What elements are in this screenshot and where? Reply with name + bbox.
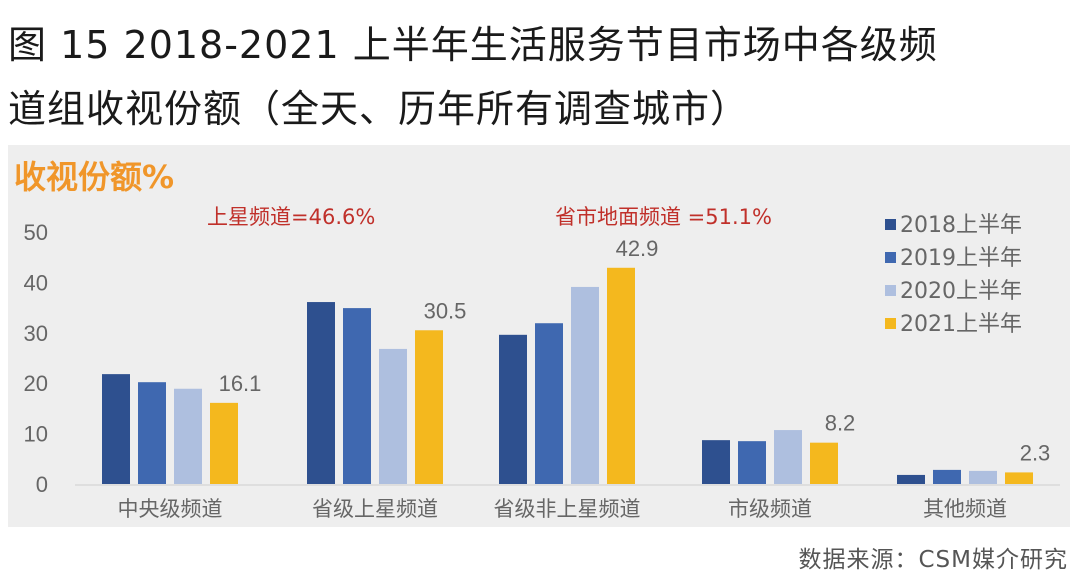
legend-label: 2019上半年 bbox=[900, 246, 1022, 271]
bar-4-3 bbox=[607, 267, 635, 484]
bar-2-1 bbox=[138, 382, 166, 484]
data-label: 42.9 bbox=[616, 236, 659, 261]
x-tick-label: 中央级频道 bbox=[118, 497, 223, 521]
bar-1-4 bbox=[702, 440, 730, 484]
bar-3-1 bbox=[174, 388, 202, 484]
legend-label: 2021上半年 bbox=[900, 312, 1022, 337]
source-note: 数据来源：CSM媒介研究 bbox=[798, 547, 1068, 573]
y-axis-label: 收视份额% bbox=[14, 158, 175, 196]
y-tick-label: 10 bbox=[24, 422, 48, 447]
bar-4-5 bbox=[1005, 472, 1033, 484]
x-tick-label: 省级上星频道 bbox=[312, 497, 438, 521]
y-tick-label: 20 bbox=[24, 371, 48, 396]
bar-1-3 bbox=[499, 334, 527, 484]
y-tick-label: 30 bbox=[24, 321, 48, 346]
bar-3-2 bbox=[379, 348, 407, 484]
annotation-local: 省市地面频道 =51.1% bbox=[555, 205, 772, 229]
x-tick-label: 市级频道 bbox=[728, 497, 812, 521]
bar-1-1 bbox=[102, 374, 130, 484]
y-tick-label: 50 bbox=[24, 220, 48, 245]
legend-swatch-3 bbox=[885, 285, 896, 296]
bar-3-4 bbox=[774, 430, 802, 484]
legend-label: 2018上半年 bbox=[900, 213, 1022, 238]
legend-label: 2020上半年 bbox=[900, 279, 1022, 304]
bar-4-1 bbox=[210, 402, 238, 484]
bar-3-3 bbox=[571, 286, 599, 484]
y-tick-label: 40 bbox=[24, 270, 48, 295]
bar-2-5 bbox=[933, 469, 961, 484]
bar-1-2 bbox=[307, 302, 335, 484]
bar-4-4 bbox=[810, 442, 838, 484]
legend-swatch-1 bbox=[885, 219, 896, 230]
bar-2-2 bbox=[343, 308, 371, 484]
x-tick-label: 省级非上星频道 bbox=[494, 497, 641, 521]
annotation-satellite: 上星频道=46.6% bbox=[207, 205, 376, 229]
legend-swatch-2 bbox=[885, 252, 896, 263]
y-tick-label: 0 bbox=[36, 472, 48, 497]
legend-swatch-4 bbox=[885, 318, 896, 329]
data-label: 8.2 bbox=[825, 411, 856, 436]
data-label: 16.1 bbox=[219, 371, 262, 396]
bar-2-4 bbox=[738, 441, 766, 484]
data-label: 2.3 bbox=[1020, 440, 1051, 465]
data-label: 30.5 bbox=[424, 298, 467, 323]
chart-title-line2: 道组收视份额（全天、历年所有调查城市） bbox=[8, 87, 750, 131]
chart-title-line1: 图 15 2018-2021 上半年生活服务节目市场中各级频 bbox=[8, 23, 938, 67]
bar-1-5 bbox=[897, 474, 925, 484]
bar-4-2 bbox=[415, 330, 443, 484]
bar-3-5 bbox=[969, 470, 997, 484]
bar-2-3 bbox=[535, 323, 563, 484]
x-tick-label: 其他频道 bbox=[923, 497, 1007, 521]
